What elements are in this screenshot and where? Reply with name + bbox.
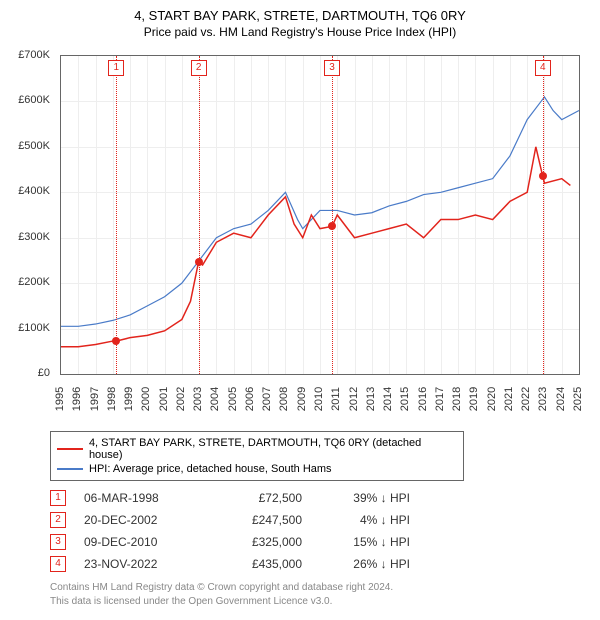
x-tick-label: 2002: [175, 387, 187, 411]
y-tick-label: £700K: [18, 49, 50, 61]
x-tick-label: 2019: [468, 387, 480, 411]
x-tick-label: 2010: [313, 387, 325, 411]
x-tick-label: 2025: [572, 387, 584, 411]
event-row-4: 4 23-NOV-2022 £435,000 26% ↓ HPI: [50, 553, 590, 575]
x-tick-label: 2012: [348, 387, 360, 411]
event-row-diff: 4% ↓ HPI: [320, 513, 410, 527]
event-line-4: [543, 56, 544, 374]
x-tick-label: 2001: [158, 387, 170, 411]
event-badge-2: 2: [191, 60, 207, 76]
event-row-diff: 15% ↓ HPI: [320, 535, 410, 549]
event-badge-4: 4: [535, 60, 551, 76]
event-row-badge: 4: [50, 556, 66, 572]
legend-label: 4, START BAY PARK, STRETE, DARTMOUTH, TQ…: [89, 437, 457, 461]
x-tick-label: 2015: [399, 387, 411, 411]
y-tick-label: £400K: [18, 185, 50, 197]
event-line-3: [332, 56, 333, 374]
x-tick-label: 2003: [192, 387, 204, 411]
x-tick-label: 2022: [520, 387, 532, 411]
x-tick-label: 2014: [382, 387, 394, 411]
event-line-1: [116, 56, 117, 374]
x-tick-label: 1999: [123, 387, 135, 411]
event-line-2: [199, 56, 200, 374]
footer-line-1: Contains HM Land Registry data © Crown c…: [50, 581, 590, 595]
event-row-date: 23-NOV-2022: [84, 557, 194, 571]
x-tick-label: 1995: [54, 387, 66, 411]
event-row-badge: 1: [50, 490, 66, 506]
x-tick-label: 2018: [451, 387, 463, 411]
x-tick-label: 2023: [537, 387, 549, 411]
x-tick-label: 2006: [244, 387, 256, 411]
x-tick-label: 2000: [140, 387, 152, 411]
plot-area: 1 2 3 4: [60, 55, 580, 375]
event-row-2: 2 20-DEC-2002 £247,500 4% ↓ HPI: [50, 509, 590, 531]
event-row-price: £247,500: [212, 513, 302, 527]
x-tick-label: 2011: [330, 387, 342, 411]
event-row-diff: 26% ↓ HPI: [320, 557, 410, 571]
event-row-price: £435,000: [212, 557, 302, 571]
x-tick-label: 2013: [365, 387, 377, 411]
event-row-diff: 39% ↓ HPI: [320, 491, 410, 505]
legend: 4, START BAY PARK, STRETE, DARTMOUTH, TQ…: [50, 431, 464, 481]
y-tick-label: £500K: [18, 140, 50, 152]
y-tick-label: £100K: [18, 322, 50, 334]
events-table: 1 06-MAR-1998 £72,500 39% ↓ HPI 2 20-DEC-2002…: [50, 487, 590, 575]
event-row-3: 3 09-DEC-2010 £325,000 15% ↓ HPI: [50, 531, 590, 553]
x-tick-label: 2008: [278, 387, 290, 411]
x-tick-label: 1998: [106, 387, 118, 411]
legend-swatch: [57, 448, 83, 450]
event-row-date: 09-DEC-2010: [84, 535, 194, 549]
x-tick-label: 2021: [503, 387, 515, 411]
event-row-badge: 2: [50, 512, 66, 528]
event-row-price: £72,500: [212, 491, 302, 505]
x-tick-label: 2020: [486, 387, 498, 411]
legend-row-hpi: HPI: Average price, detached house, Sout…: [57, 462, 457, 476]
event-badge-1: 1: [108, 60, 124, 76]
event-row-price: £325,000: [212, 535, 302, 549]
chart-area: 1 2 3 4 £0 £100K £200K £300K £400K £500K £600K £70…: [10, 45, 590, 425]
event-marker-1: [112, 337, 120, 345]
x-tick-label: 2016: [417, 387, 429, 411]
legend-row-property: 4, START BAY PARK, STRETE, DARTMOUTH, TQ…: [57, 436, 457, 462]
x-tick-label: 2004: [209, 387, 221, 411]
x-tick-label: 1996: [71, 387, 83, 411]
event-row-date: 20-DEC-2002: [84, 513, 194, 527]
x-tick-label: 2017: [434, 387, 446, 411]
y-tick-label: £600K: [18, 94, 50, 106]
x-tick-label: 2005: [227, 387, 239, 411]
y-tick-label: £300K: [18, 231, 50, 243]
event-row-badge: 3: [50, 534, 66, 550]
chart-title: 4, START BAY PARK, STRETE, DARTMOUTH, TQ…: [10, 8, 590, 23]
x-tick-label: 2009: [296, 387, 308, 411]
x-tick-label: 2007: [261, 387, 273, 411]
y-tick-label: £200K: [18, 276, 50, 288]
series-line-hpi: [61, 97, 579, 326]
event-marker-4: [539, 172, 547, 180]
event-marker-3: [328, 222, 336, 230]
chart-subtitle: Price paid vs. HM Land Registry's House …: [10, 25, 590, 39]
event-marker-2: [195, 258, 203, 266]
legend-label: HPI: Average price, detached house, Sout…: [89, 463, 332, 475]
legend-swatch: [57, 468, 83, 470]
series-svg: [61, 56, 579, 374]
x-tick-label: 1997: [89, 387, 101, 411]
event-row-1: 1 06-MAR-1998 £72,500 39% ↓ HPI: [50, 487, 590, 509]
event-row-date: 06-MAR-1998: [84, 491, 194, 505]
y-tick-label: £0: [38, 367, 50, 379]
event-badge-3: 3: [324, 60, 340, 76]
x-tick-label: 2024: [555, 387, 567, 411]
footer-line-2: This data is licensed under the Open Gov…: [50, 595, 590, 609]
footer-attribution: Contains HM Land Registry data © Crown c…: [50, 581, 590, 608]
